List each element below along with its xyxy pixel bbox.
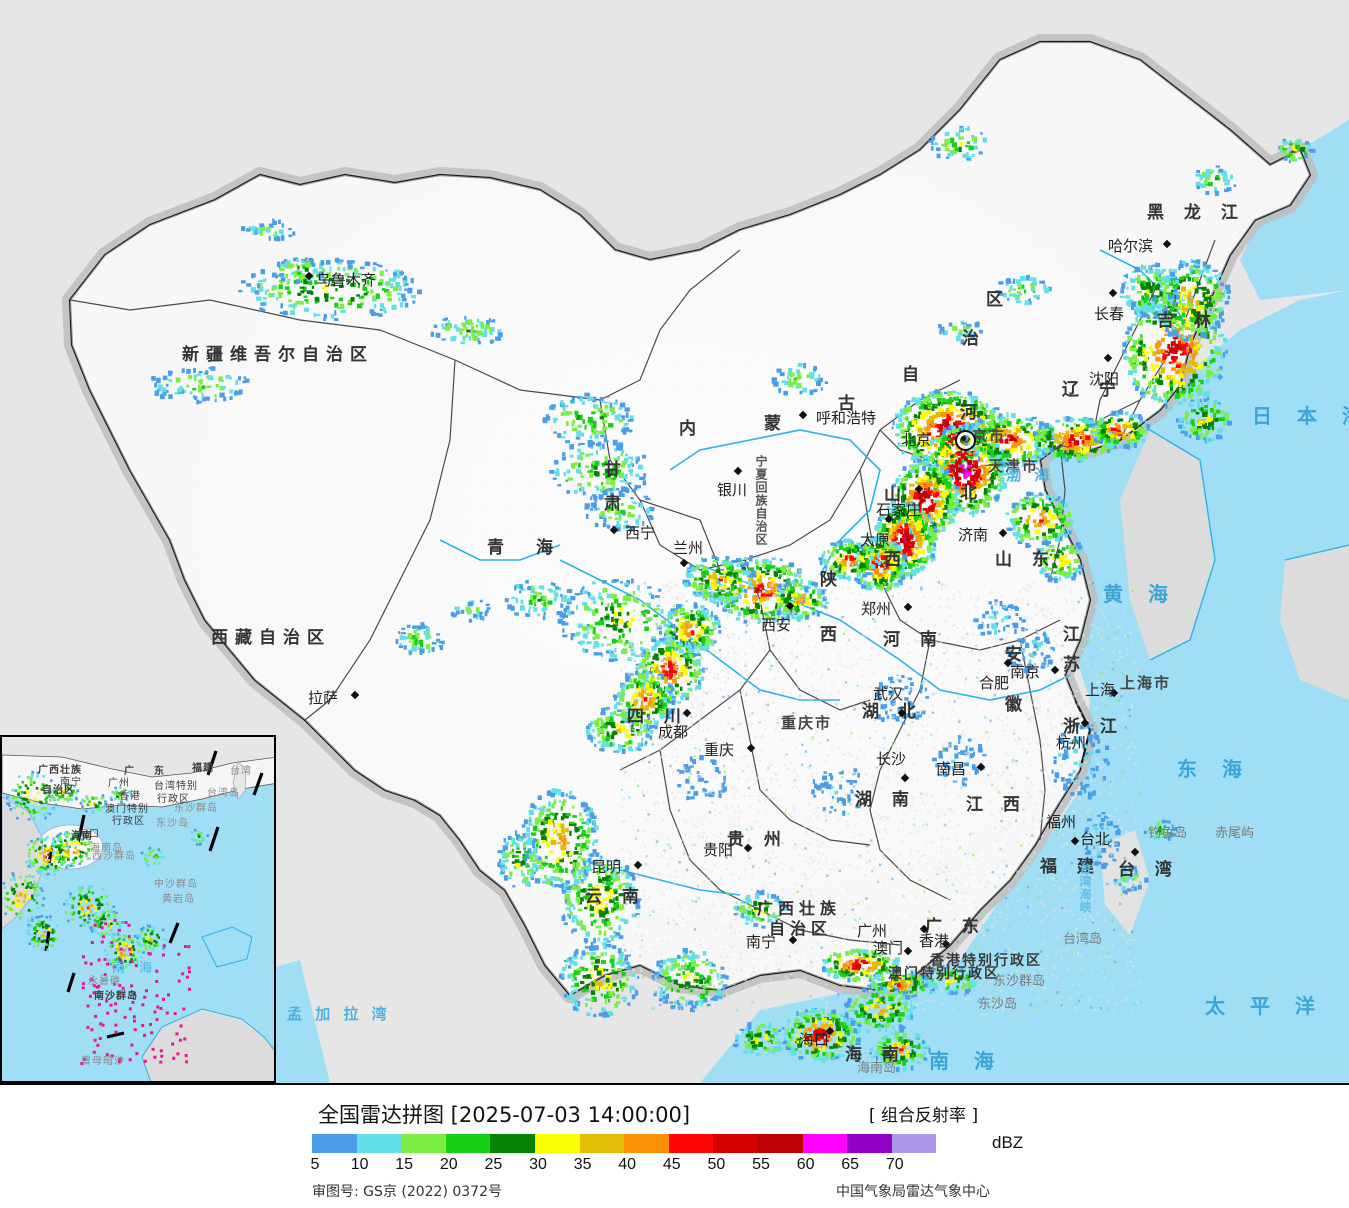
echo-cluster-1 [151, 366, 250, 405]
map-canvas[interactable]: 新疆维吾尔自治区 西藏自治区青海内蒙古自治区甘肃宁夏回族自治区黑 龙 江吉 林辽 … [0, 0, 1349, 1083]
ground-clutter [620, 580, 1143, 1013]
tick-label-60: 60 [796, 1156, 815, 1173]
credit-label: 中国气象局雷达气象中心 [836, 1184, 990, 1200]
echo-cluster-45 [733, 889, 788, 929]
echo-cluster-31 [995, 275, 1052, 306]
echo-cluster-12 [771, 362, 829, 396]
approval-number: 审图号: GS京 (2022) 0372号 [312, 1184, 502, 1200]
echo-cluster-36 [612, 670, 676, 732]
colorbar-segment-70 [891, 1134, 937, 1153]
tick-label-5: 5 [310, 1156, 320, 1173]
tick-label-65: 65 [841, 1156, 860, 1173]
inset-map [2, 737, 274, 1081]
echo-cluster-49 [782, 1007, 862, 1063]
tick-label-25: 25 [484, 1156, 503, 1173]
echo-cluster-41 [561, 852, 642, 946]
echo-cluster-26 [1119, 262, 1181, 318]
page-title: 全国雷达拼图 [2025-07-03 14:00:00] [318, 1103, 691, 1127]
colorbar-segment-20 [445, 1134, 491, 1153]
echo-cluster-8 [450, 599, 491, 623]
tick-label-10: 10 [350, 1156, 369, 1173]
echo-cluster-54 [1051, 723, 1110, 800]
echo-cluster-52 [733, 1021, 787, 1056]
echo-cluster-37 [586, 704, 655, 754]
tick-label-55: 55 [752, 1156, 770, 1173]
echo-cluster-60 [973, 599, 1026, 641]
title-row: 全国雷达拼图 [2025-07-03 14:00:00] [ 组合反射率 ] [0, 1099, 1349, 1127]
echo-cluster-33 [682, 555, 757, 605]
echo-cluster-61 [1113, 865, 1149, 895]
echo-cluster-4 [241, 218, 296, 242]
colorbar-segment-10 [356, 1134, 402, 1153]
tick-label-30: 30 [529, 1156, 547, 1173]
echo-cluster-6 [395, 622, 445, 656]
echo-cluster-28 [1195, 165, 1237, 196]
echo-cluster-22 [1005, 491, 1074, 548]
echo-cluster-13 [938, 320, 983, 345]
echo-cluster-62 [1143, 819, 1177, 841]
echo-cluster-55 [1084, 812, 1121, 869]
dbz-colorbar[interactable] [312, 1134, 937, 1153]
echo-cluster-7 [504, 579, 573, 621]
echo-cluster-27 [1176, 396, 1232, 444]
tick-label-20: 20 [439, 1156, 458, 1173]
echo-cluster-51 [869, 1027, 931, 1073]
colorbar-segment-40 [624, 1134, 669, 1153]
echo-cluster-10 [584, 486, 655, 532]
tick-label-50: 50 [707, 1156, 726, 1173]
echo-cluster-44 [497, 830, 542, 888]
colorbar-segment-45 [668, 1134, 714, 1153]
colorbar-segment-15 [401, 1134, 446, 1153]
tick-label-15: 15 [395, 1156, 414, 1173]
echo-cluster-21 [1088, 410, 1151, 450]
colorbar-segment-5 [312, 1134, 357, 1153]
product-type-label: [ 组合反射率 ] [869, 1106, 979, 1126]
echo-cluster-20 [1032, 416, 1119, 463]
colorbar-segment-50 [713, 1134, 758, 1153]
colorbar-segment-60 [802, 1134, 848, 1153]
colorbar-tick-labels: 5 10 15 20 25 30 35 40 45 50 55 60 65 70 [300, 1156, 1020, 1176]
echo-cluster-2 [430, 316, 503, 345]
echo-cluster-29 [1278, 138, 1316, 164]
tick-label-40: 40 [618, 1156, 637, 1173]
radar-echo-layer [151, 125, 1316, 1073]
colorbar-segment-30 [534, 1134, 580, 1153]
china-radar-map [62, 34, 1349, 1083]
tick-label-35: 35 [573, 1156, 592, 1173]
echo-cluster-42 [558, 943, 640, 1018]
echo-cluster-46 [822, 948, 901, 983]
echo-cluster-11 [542, 392, 634, 446]
south-china-sea-inset[interactable]: 广西壮族 自治区 南宁广东福建 广州 香港 台湾特别 行政区 台湾岛 台湾 澳门特别 行政区 东沙群岛… [0, 735, 276, 1083]
echo-cluster-30 [928, 125, 987, 162]
echo-cluster-3 [271, 257, 325, 284]
echo-cluster-43 [650, 947, 729, 1013]
echo-cluster-25 [1150, 259, 1231, 342]
echo-cluster-23 [1036, 536, 1084, 584]
colorbar-segment-35 [579, 1134, 625, 1153]
tick-label-70: 70 [885, 1156, 904, 1173]
tick-label-45: 45 [662, 1156, 681, 1173]
echo-cluster-34 [658, 602, 722, 658]
colorbar-segment-55 [757, 1134, 803, 1153]
colorbar-segment-25 [490, 1134, 535, 1153]
echo-cluster-39 [818, 538, 881, 582]
city-marker-9 [955, 430, 976, 451]
colorbar-unit-label: dBZ [992, 1133, 1024, 1152]
coastline [1149, 429, 1349, 661]
colorbar-segment-65 [847, 1134, 892, 1153]
